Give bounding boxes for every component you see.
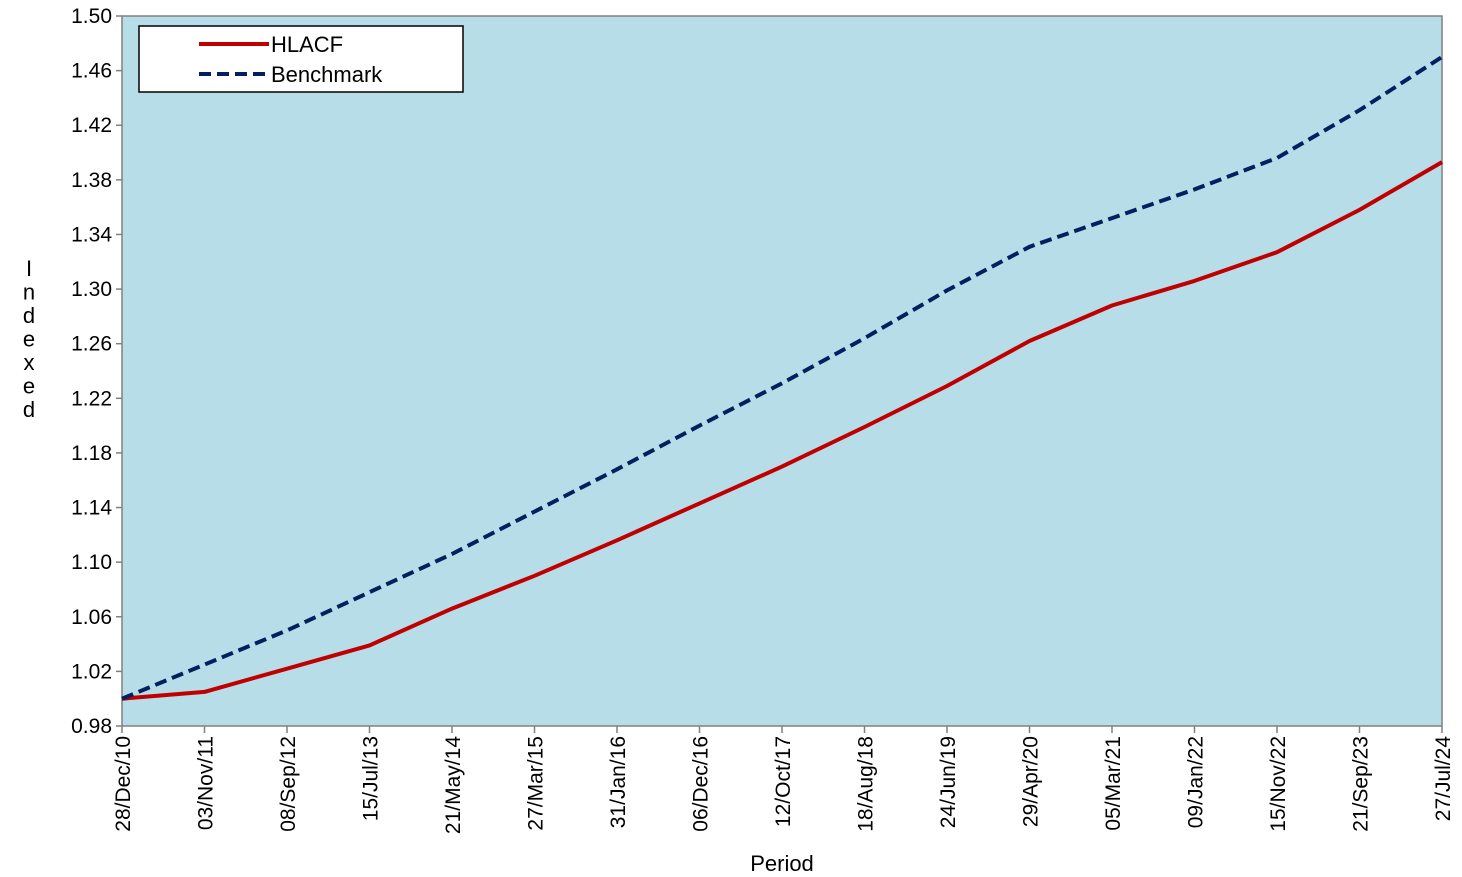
legend-box (138, 25, 464, 93)
legend-label-benchmark: Benchmark (271, 62, 383, 87)
x-tick-label: 27/Jul/24 (1432, 736, 1455, 822)
x-axis: 28/Dec/10 03/Nov/11 08/Sep/12 15/Jul/13 21/M… (112, 726, 1455, 834)
y-tick-label: 1.26 (71, 333, 112, 356)
y-tick-label: 1.14 (71, 497, 112, 520)
y-tick-label: 1.30 (71, 278, 112, 301)
y-tick-label: 1.06 (71, 606, 112, 629)
x-tick-label: 28/Dec/10 (112, 736, 135, 832)
x-tick-label: 21/Sep/23 (1350, 736, 1373, 832)
x-tick-label: 12/Oct/17 (772, 736, 795, 827)
y-axis-title-letter: I (26, 256, 32, 281)
x-tick-label: 06/Dec/16 (690, 736, 713, 832)
x-tick-label: 29/Apr/20 (1020, 736, 1043, 827)
y-axis-title-letter: d (23, 303, 35, 328)
x-tick-label: 21/May/14 (442, 736, 465, 834)
x-tick-label: 24/Jun/19 (937, 736, 960, 828)
y-axis-title-letter: d (23, 397, 35, 422)
x-tick-label: 09/Jan/22 (1185, 736, 1208, 828)
x-tick-label: 15/Jul/13 (360, 736, 383, 821)
y-axis-title-letter: e (23, 374, 35, 399)
y-axis-title-letter: e (23, 327, 35, 352)
y-tick-label: 1.10 (71, 551, 112, 574)
x-tick-label: 08/Sep/12 (277, 736, 300, 832)
y-axis-title-letter: x (24, 350, 35, 375)
x-tick-label: 18/Aug/18 (855, 736, 878, 832)
x-tick-label: 31/Jan/16 (607, 736, 630, 828)
y-tick-label: 1.46 (71, 60, 112, 83)
y-tick-label: 1.50 (71, 5, 112, 28)
y-tick-label: 1.38 (71, 169, 112, 192)
x-tick-label: 27/Mar/15 (525, 736, 548, 831)
x-tick-label: 05/Mar/21 (1102, 736, 1125, 831)
y-tick-label: 1.34 (71, 223, 112, 246)
series-layer (121, 55, 1444, 701)
y-axis-title-letter: n (23, 280, 35, 305)
y-tick-label: 1.22 (71, 387, 112, 410)
plot-area (121, 15, 1443, 727)
y-tick-label: 1.18 (71, 442, 112, 465)
legend-label-hlacf: HLACF (271, 32, 343, 57)
y-tick-label: 1.42 (71, 114, 112, 137)
x-tick-label: 15/Nov/22 (1267, 736, 1290, 832)
y-tick-label: 1.02 (71, 660, 112, 683)
x-axis-title: Period (750, 851, 814, 876)
y-tick-label: 0.98 (71, 715, 112, 738)
x-tick-label: 03/Nov/11 (195, 736, 218, 830)
y-axis: 0.98 1.02 1.06 1.10 1.14 1.18 1.22 1.26 1.30 1.34… (71, 5, 122, 738)
legend: HLACF Benchmark (138, 25, 464, 93)
